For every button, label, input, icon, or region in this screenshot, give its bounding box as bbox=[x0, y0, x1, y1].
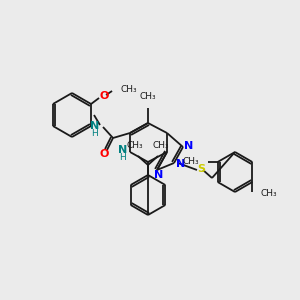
Text: N: N bbox=[184, 141, 194, 151]
Text: H: H bbox=[120, 152, 126, 161]
Text: O: O bbox=[99, 149, 109, 159]
Text: CH₃: CH₃ bbox=[140, 92, 156, 101]
Text: H: H bbox=[92, 128, 98, 137]
Text: CH₃: CH₃ bbox=[127, 141, 143, 150]
Text: CH₃: CH₃ bbox=[153, 141, 169, 150]
Text: N: N bbox=[118, 145, 127, 155]
Text: N: N bbox=[176, 159, 186, 169]
Text: CH₃: CH₃ bbox=[182, 158, 199, 166]
Text: CH₃: CH₃ bbox=[260, 190, 277, 199]
Text: CH₃: CH₃ bbox=[120, 85, 137, 94]
Text: N: N bbox=[90, 121, 100, 131]
Text: O: O bbox=[99, 91, 109, 101]
Text: N: N bbox=[154, 170, 164, 180]
Text: S: S bbox=[197, 164, 205, 174]
